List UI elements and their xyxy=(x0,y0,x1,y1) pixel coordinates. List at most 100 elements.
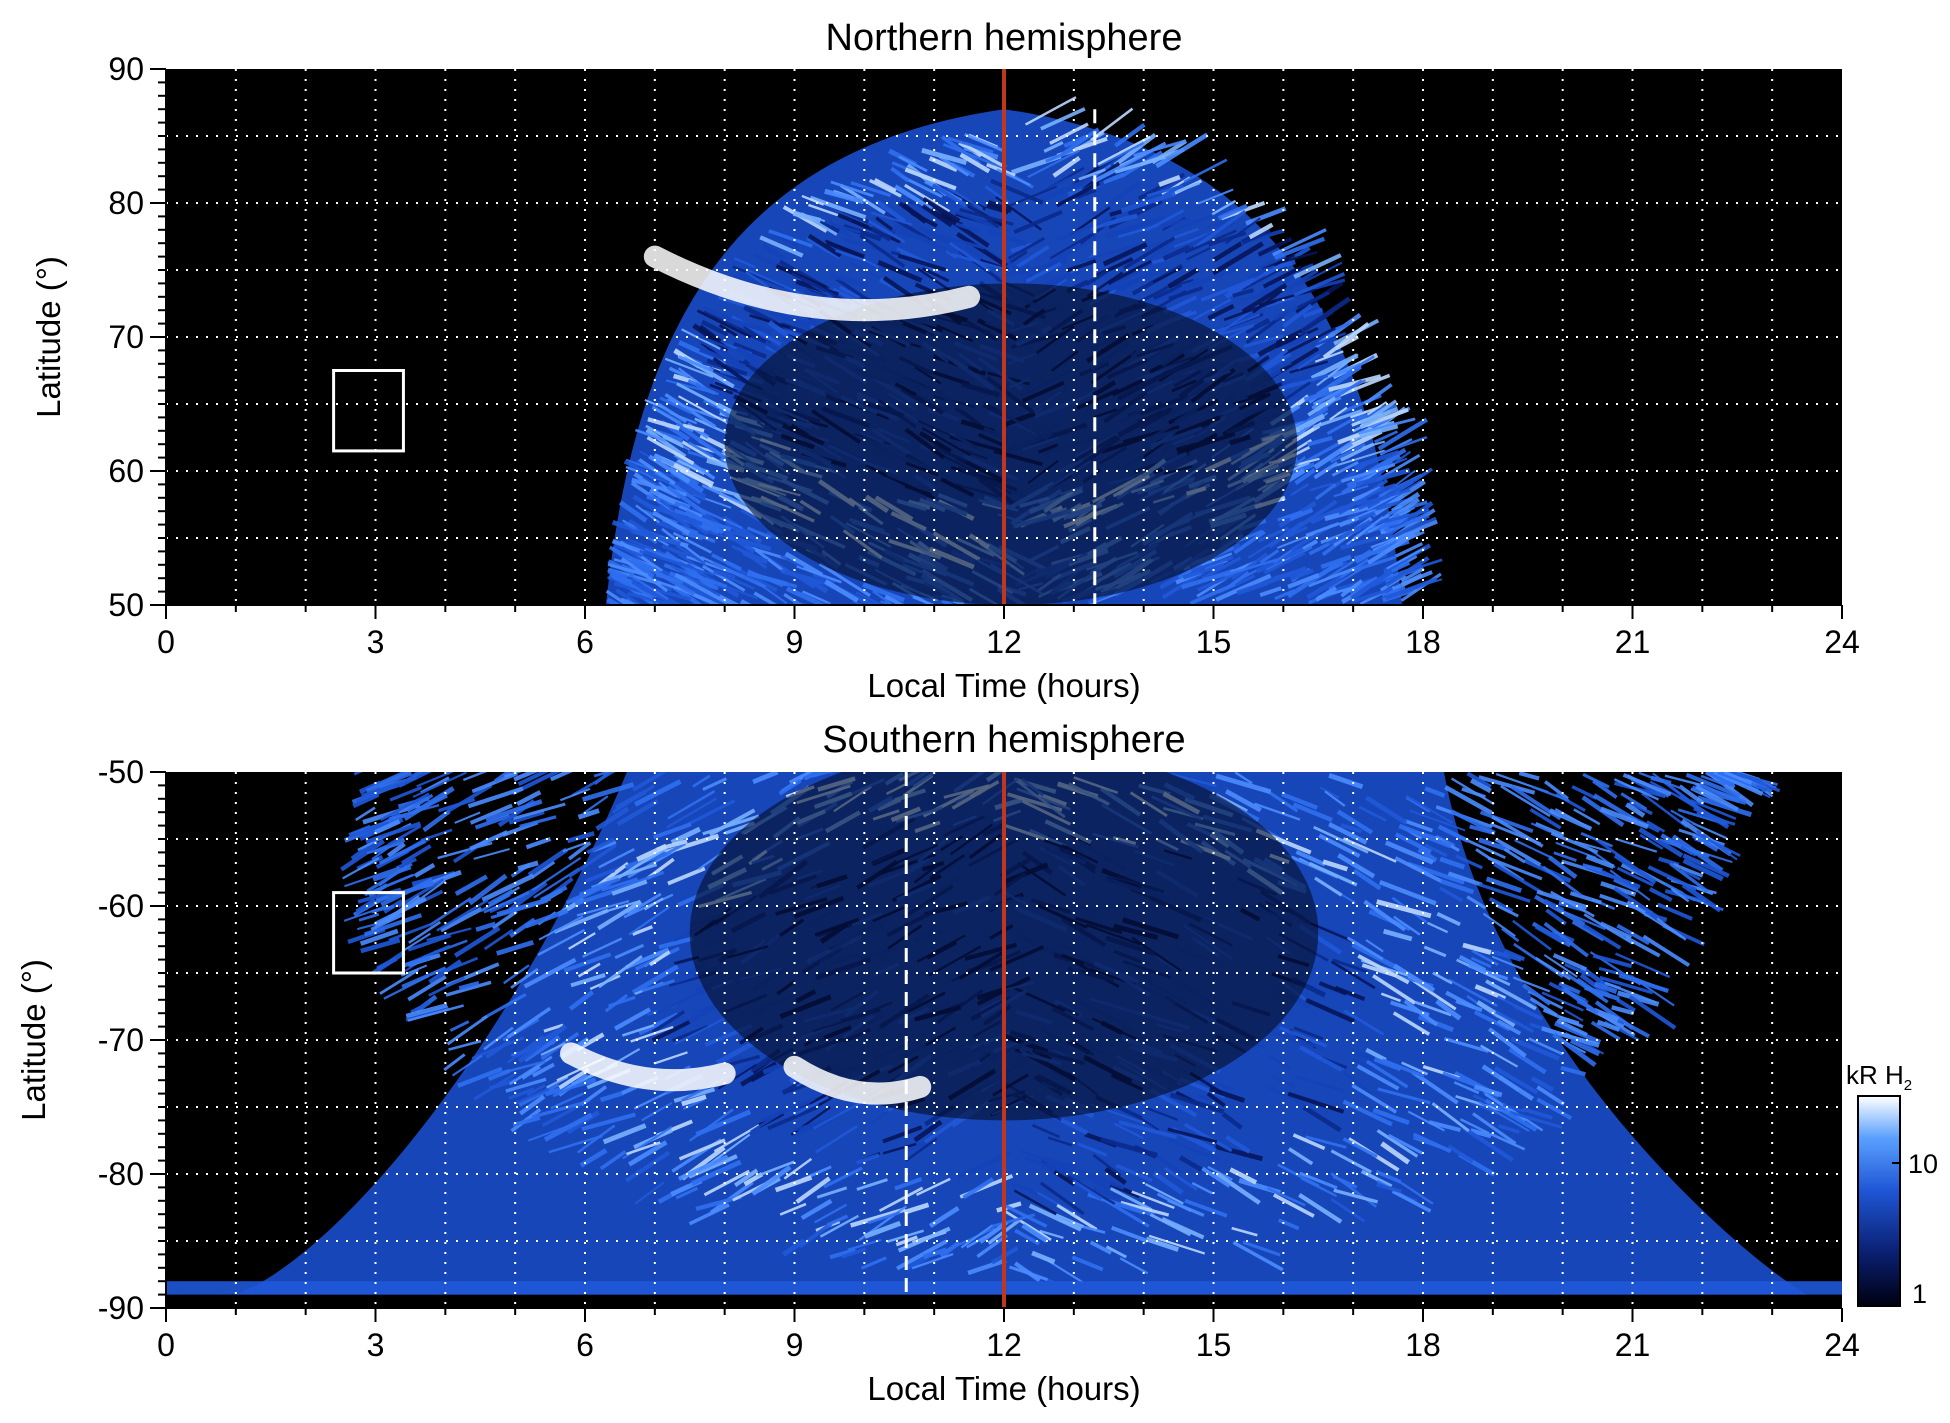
north-emission-streak xyxy=(1327,519,1372,546)
south-emission-streak xyxy=(1417,847,1438,863)
south-emission-streak xyxy=(1613,886,1660,920)
north-emission-streak xyxy=(1200,277,1256,302)
north-emission-streak xyxy=(872,590,892,605)
south-emission-streak xyxy=(1319,786,1340,799)
north-emission-streak xyxy=(1109,181,1142,205)
south-emission-streak xyxy=(513,772,538,782)
south-emission-streak xyxy=(566,1110,600,1135)
south-emission-streak xyxy=(1628,994,1677,1030)
north-emission-streak xyxy=(1313,461,1339,480)
south-emission-streak xyxy=(1514,1004,1543,1021)
north-emission-streak xyxy=(678,395,729,424)
south-emission-streak xyxy=(1392,1011,1431,1036)
north-emission-streak xyxy=(818,562,871,598)
south-emission-streak xyxy=(1393,963,1436,993)
north-emission-streak xyxy=(951,253,1004,271)
south-emission-streak xyxy=(1628,801,1653,816)
north-emission-streak xyxy=(1310,353,1359,381)
north-emission-streak xyxy=(1385,479,1414,499)
north-emission-streak xyxy=(1113,133,1157,167)
north-emission-streak xyxy=(687,571,728,589)
south-emission-streak xyxy=(1168,1138,1198,1153)
south-emission-streak xyxy=(602,899,641,914)
south-emission-streak xyxy=(1542,865,1583,897)
south-emission-streak xyxy=(1580,965,1609,989)
north-emission-streak xyxy=(699,346,746,370)
south-emission-streak xyxy=(1641,792,1688,829)
south-emission-streak xyxy=(651,1010,686,1034)
south-emission-streak xyxy=(1076,1168,1126,1190)
south-emission-streak xyxy=(1691,833,1719,852)
south-emission-streak xyxy=(1485,979,1537,1011)
north-emission-streak xyxy=(1381,586,1406,597)
south-emission-streak xyxy=(1616,990,1660,1007)
north-emission-streak xyxy=(1081,171,1119,191)
south-emission-streak xyxy=(1269,1086,1308,1108)
north-emission-streak xyxy=(645,428,687,459)
south-emission-streak xyxy=(1302,1105,1342,1133)
south-emission-streak xyxy=(1242,1240,1281,1257)
south-emission-streak xyxy=(702,777,728,791)
south-emission-streak xyxy=(457,1066,503,1088)
north-x-tick-label: 0 xyxy=(157,624,175,660)
south-emission-streak xyxy=(1472,1112,1517,1145)
north-emission-streak xyxy=(627,591,673,605)
south-emission-streak xyxy=(656,987,710,1015)
north-emission-streak xyxy=(947,186,984,210)
south-emission-streak xyxy=(1681,883,1722,913)
south-emission-streak xyxy=(1342,1137,1378,1159)
south-emission-streak xyxy=(570,972,606,988)
south-emission-streak xyxy=(1145,1106,1179,1122)
south-emission-streak xyxy=(1453,1081,1480,1095)
south-emission-streak xyxy=(1545,908,1567,926)
south-emission-streak xyxy=(372,864,412,882)
south-emission-streak xyxy=(386,842,406,858)
south-emission-streak xyxy=(1013,1189,1058,1216)
south-emission-streak xyxy=(1485,876,1523,894)
south-emission-streak xyxy=(567,841,592,861)
north-emission-streak xyxy=(1167,267,1200,289)
north-emission-streak xyxy=(907,265,928,280)
north-emission-streak xyxy=(693,593,723,605)
south-emission-streak xyxy=(1530,1076,1554,1092)
south-emission-streak xyxy=(1152,1171,1184,1195)
south-emission-streak xyxy=(376,956,398,971)
south-emission-streak xyxy=(614,943,645,960)
south-emission-streak xyxy=(1671,834,1724,873)
south-emission-streak xyxy=(1391,1189,1432,1213)
south-emission-streak xyxy=(1466,895,1487,910)
north-emission-streak xyxy=(1271,361,1292,372)
north-emission-streak xyxy=(1189,582,1236,605)
south-emission-streak xyxy=(1510,1036,1560,1061)
south-emission-streak xyxy=(480,893,511,912)
north-emission-streak xyxy=(1175,181,1201,194)
south-emission-streak xyxy=(1444,785,1493,816)
south-emission-streak xyxy=(599,1090,624,1103)
south-emission-streak xyxy=(491,909,518,930)
south-emission-streak xyxy=(501,1060,547,1075)
south-emission-streak xyxy=(812,1099,867,1130)
north-emission-streak xyxy=(956,231,1008,268)
north-emission-streak xyxy=(653,453,675,467)
south-emission-streak xyxy=(1342,1099,1393,1127)
north-emission-streak xyxy=(668,366,689,379)
north-emission-streak xyxy=(609,572,633,585)
south-emission-streak xyxy=(1678,784,1705,806)
north-y-tick-label: 70 xyxy=(108,319,144,355)
south-emission-streak xyxy=(1624,935,1661,958)
south-emission-streak xyxy=(1695,832,1741,857)
north-emission-streak xyxy=(1355,467,1411,488)
south-emission-streak xyxy=(388,922,432,942)
north-emission-streak xyxy=(987,200,1013,214)
north-emission-streak xyxy=(724,522,763,544)
south-emission-streak xyxy=(651,1020,691,1043)
north-emission-streak xyxy=(1295,261,1343,288)
south-emission-streak xyxy=(641,1101,673,1122)
north-emission-streak xyxy=(655,580,681,591)
north-emission-streak xyxy=(1115,141,1167,171)
north-emission-streak xyxy=(1223,558,1278,577)
south-emission-streak xyxy=(634,779,682,807)
south-emission-streak xyxy=(597,899,643,931)
south-emission-streak xyxy=(483,928,514,951)
north-emission-streak xyxy=(712,356,749,384)
